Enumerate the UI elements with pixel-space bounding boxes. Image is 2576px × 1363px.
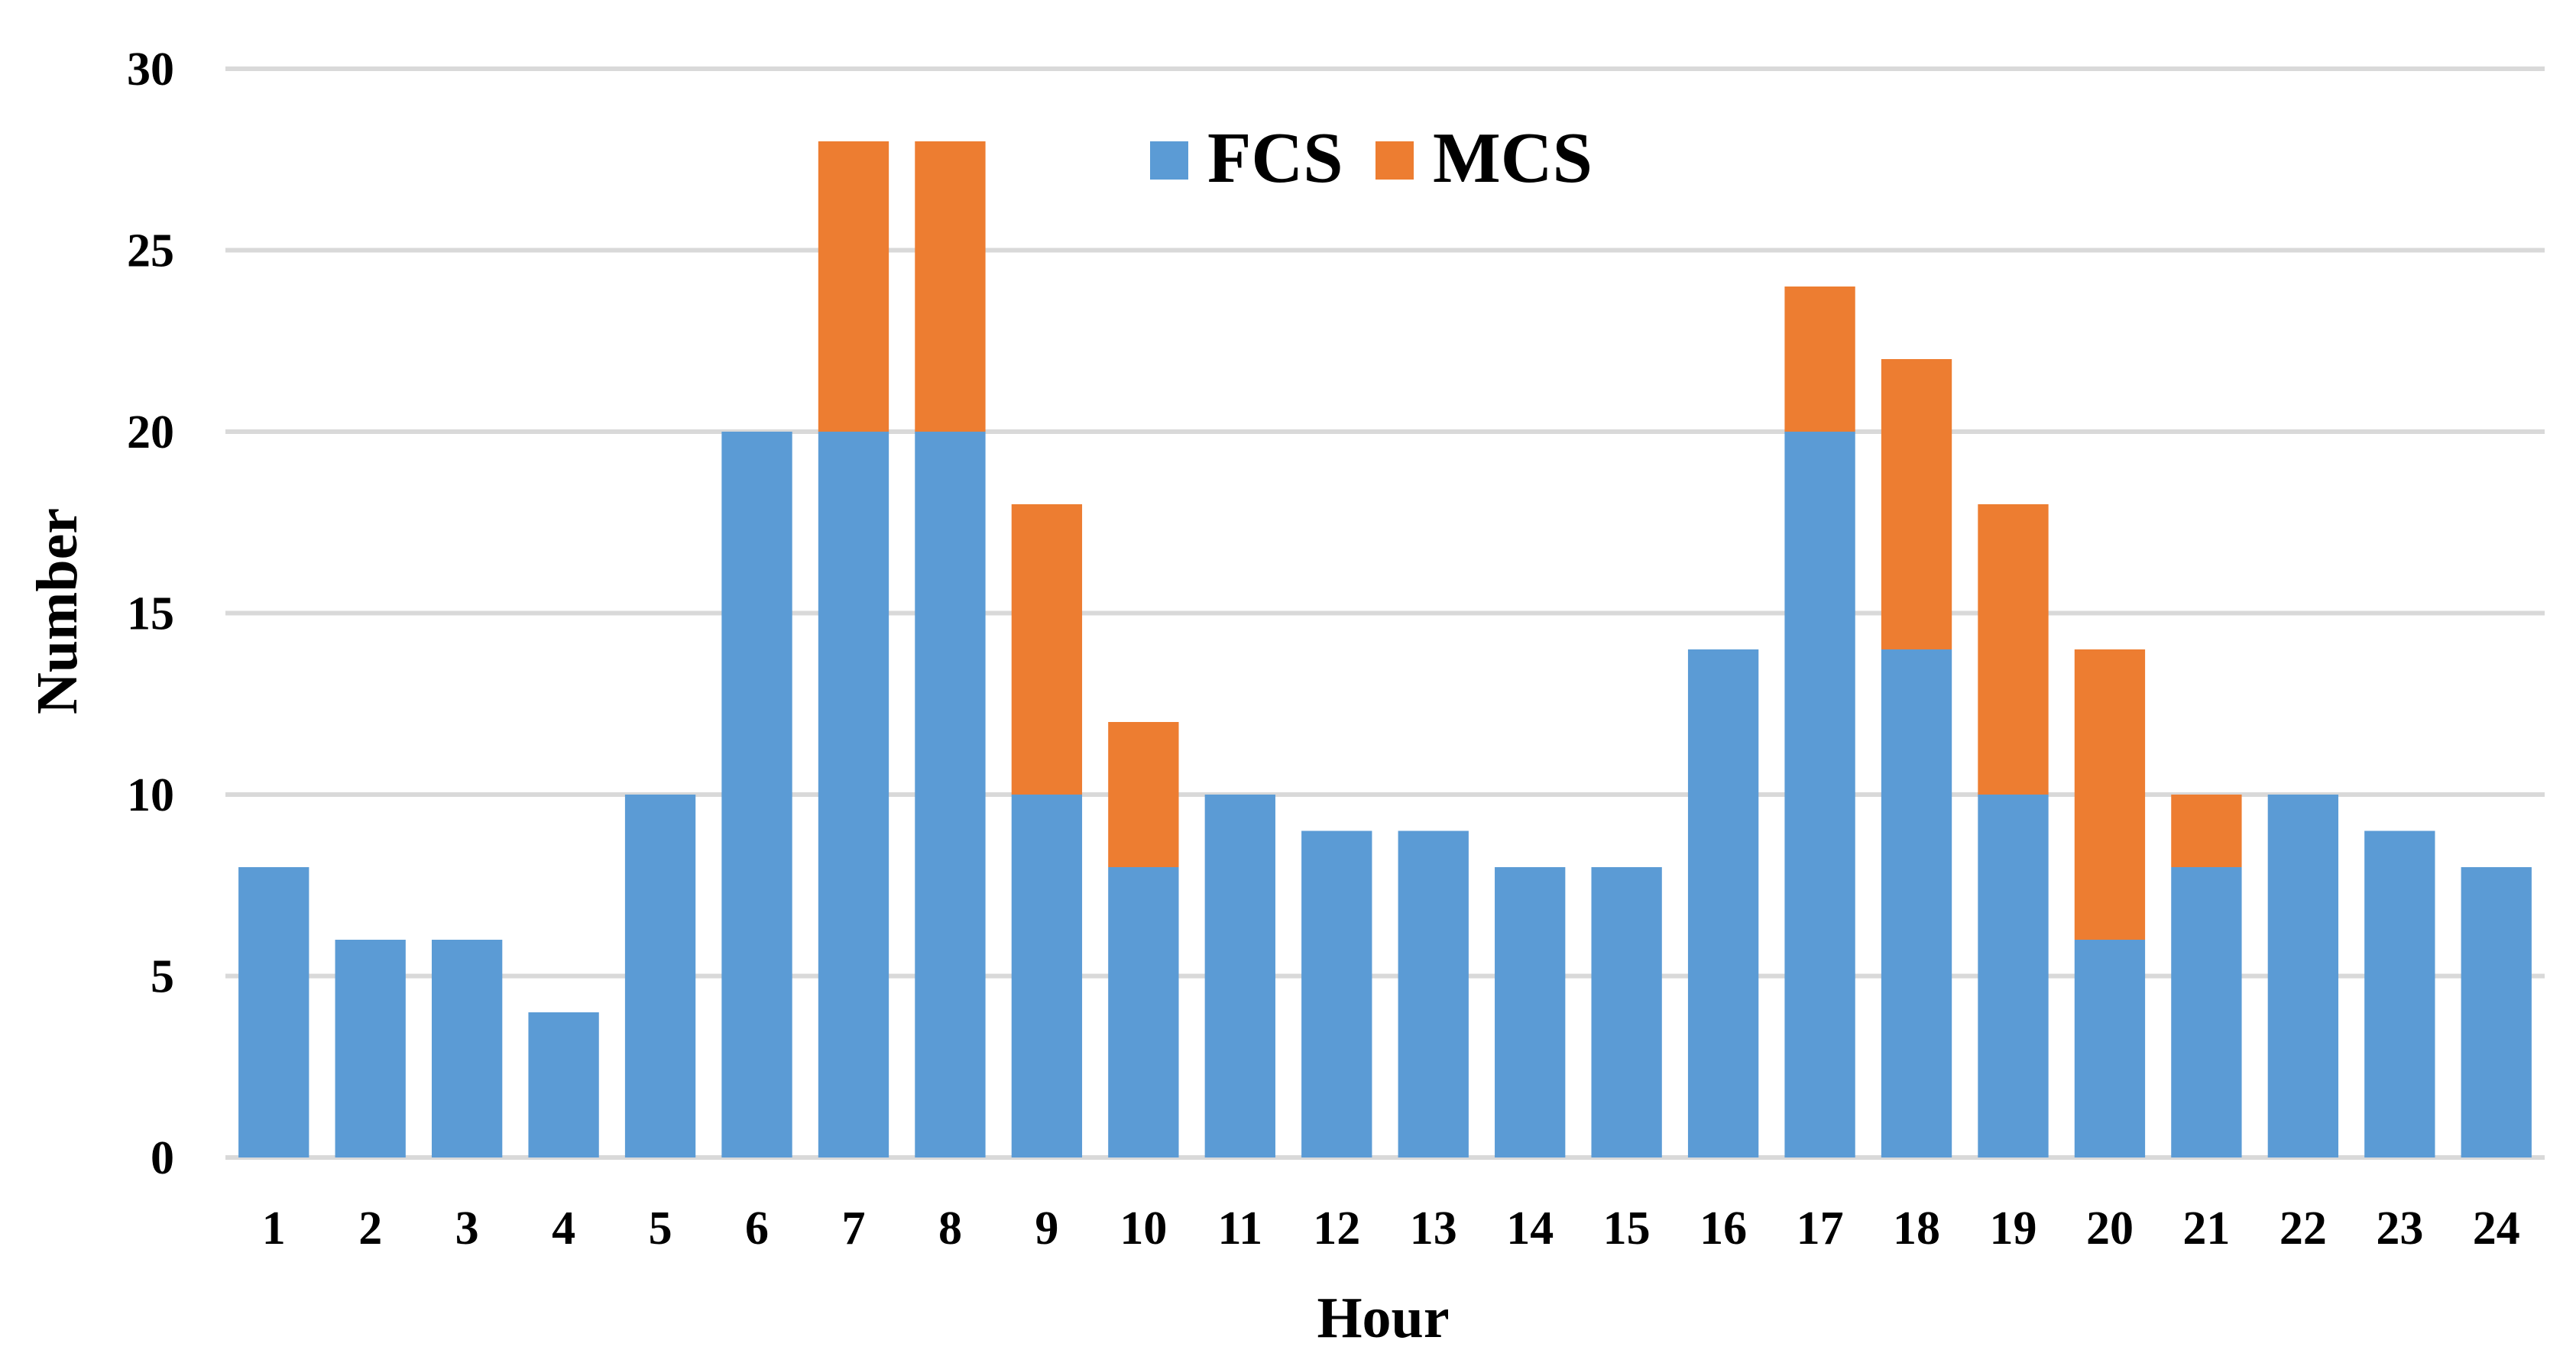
bar-fcs-hour-15 (1591, 867, 1662, 1157)
bar-mcs-hour-18 (1881, 359, 1952, 649)
x-tick-label: 14 (1506, 1203, 1554, 1255)
bar-mcs-hour-8 (915, 141, 986, 432)
y-tick-label: 10 (127, 769, 174, 821)
bar-fcs-hour-22 (2267, 795, 2339, 1157)
bar-fcs-hour-7 (818, 432, 889, 1157)
bar-fcs-hour-12 (1301, 830, 1372, 1157)
bar-fcs-hour-5 (624, 795, 696, 1157)
bar-fcs-hour-20 (2074, 940, 2146, 1157)
bar-mcs-hour-20 (2074, 649, 2146, 940)
y-tick-label: 30 (127, 44, 174, 96)
x-tick-label: 12 (1313, 1203, 1360, 1255)
y-axis-ticks: 0 5 10 15 20 25 30 (127, 44, 174, 1184)
legend-label-fcs: FCS (1207, 118, 1343, 198)
bar-mcs-hour-17 (1784, 287, 1855, 432)
x-tick-label: 15 (1603, 1203, 1651, 1255)
y-tick-label: 0 (151, 1132, 174, 1184)
legend-label-mcs: MCS (1433, 118, 1593, 198)
bar-fcs-hour-2 (335, 940, 406, 1157)
y-tick-label: 15 (127, 588, 174, 640)
x-tick-label: 24 (2473, 1203, 2520, 1255)
y-tick-label: 20 (127, 406, 174, 458)
y-axis-title: Number (25, 508, 89, 714)
x-tick-label: 18 (1893, 1203, 1940, 1255)
x-tick-label: 9 (1035, 1203, 1058, 1255)
bar-fcs-hour-3 (431, 940, 503, 1157)
y-tick-label: 25 (127, 225, 174, 277)
x-tick-label: 22 (2280, 1203, 2327, 1255)
x-tick-label: 23 (2376, 1203, 2423, 1255)
bar-mcs-hour-9 (1011, 504, 1083, 795)
bar-fcs-hour-6 (721, 432, 792, 1157)
bar-fcs-hour-19 (1978, 795, 2049, 1157)
x-axis-ticks: 1 2 3 4 5 6 7 8 9 10 11 12 13 14 15 16 17 18 19 20 21 22 23 24 (262, 1203, 2520, 1255)
x-tick-label: 11 (1218, 1203, 1263, 1255)
x-tick-label: 8 (938, 1203, 962, 1255)
bar-fcs-hour-1 (238, 867, 309, 1157)
bar-fcs-hour-4 (528, 1012, 599, 1157)
bar-fcs-hour-11 (1204, 795, 1275, 1157)
legend-swatch-mcs (1375, 141, 1414, 180)
bar-fcs-hour-13 (1398, 830, 1469, 1157)
gridlines (225, 66, 2545, 1160)
bar-fcs-hour-14 (1495, 867, 1566, 1157)
x-tick-label: 10 (1120, 1203, 1167, 1255)
x-tick-label: 16 (1700, 1203, 1747, 1255)
bar-fcs-hour-23 (2364, 830, 2435, 1157)
bar-fcs-hour-17 (1784, 432, 1855, 1157)
x-tick-label: 5 (649, 1203, 672, 1255)
bars (238, 141, 2532, 1157)
bar-fcs-hour-10 (1108, 867, 1179, 1157)
x-tick-label: 17 (1797, 1203, 1844, 1255)
bar-fcs-hour-21 (2171, 867, 2242, 1157)
legend-swatch-fcs (1150, 141, 1188, 180)
y-tick-label: 5 (151, 951, 174, 1003)
bar-mcs-hour-7 (818, 141, 889, 432)
x-tick-label: 4 (552, 1203, 575, 1255)
x-tick-label: 6 (745, 1203, 769, 1255)
x-tick-label: 7 (841, 1203, 865, 1255)
x-axis-title: Hour (1317, 1286, 1449, 1350)
bar-fcs-hour-16 (1687, 649, 1759, 1157)
x-tick-label: 21 (2182, 1203, 2230, 1255)
bar-fcs-hour-8 (915, 432, 986, 1157)
x-tick-label: 13 (1410, 1203, 1457, 1255)
bar-mcs-hour-10 (1108, 722, 1179, 867)
x-tick-label: 1 (262, 1203, 286, 1255)
bar-fcs-hour-24 (2461, 867, 2532, 1157)
legend: FCS MCS (1150, 118, 1593, 198)
x-tick-label: 20 (2086, 1203, 2134, 1255)
x-tick-label: 3 (455, 1203, 479, 1255)
x-tick-label: 19 (1989, 1203, 2036, 1255)
bar-mcs-hour-21 (2171, 795, 2242, 867)
x-tick-label: 2 (358, 1203, 382, 1255)
bar-fcs-hour-9 (1011, 795, 1083, 1157)
bar-mcs-hour-19 (1978, 504, 2049, 795)
bar-fcs-hour-18 (1881, 649, 1952, 1157)
